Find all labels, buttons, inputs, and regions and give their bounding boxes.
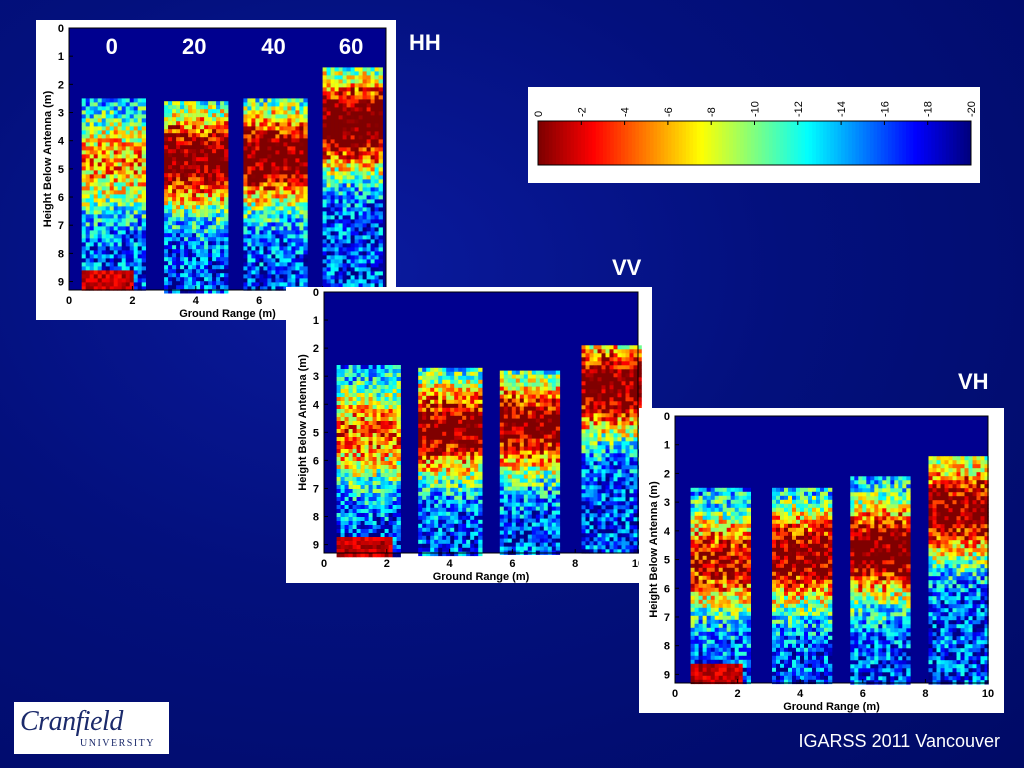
y-tick-label: 5 — [664, 555, 670, 567]
x-tick-label: 4 — [797, 688, 804, 700]
y-axis-label: Height Below Antenna (m) — [297, 354, 309, 491]
column-label-3: 60 — [339, 34, 363, 59]
x-axis-label: Ground Range (m) — [179, 308, 276, 320]
logo-subtitle: UNIVERSITY — [80, 738, 155, 749]
y-tick-label: 8 — [313, 512, 319, 524]
vv-panel: 0 1 2 3 4 5 6 7 8 9 0 2 4 6 8 10 Ground Range (m) Height … — [286, 287, 652, 583]
y-tick-label: 1 — [58, 51, 64, 63]
y-tick-label: 0 — [664, 411, 670, 423]
x-tick-label: 4 — [447, 558, 454, 570]
hh-panel: 020406001234567890246810Ground Range (m)… — [36, 20, 396, 320]
y-tick-label: 6 — [58, 192, 64, 204]
x-tick-label: 0 — [321, 558, 327, 570]
y-tick-label: 3 — [58, 108, 64, 120]
x-tick-label: 2 — [735, 688, 741, 700]
x-tick-label: 2 — [384, 558, 390, 570]
x-tick-label: 6 — [860, 688, 866, 700]
tomogram-column-1 — [164, 101, 229, 294]
y-tick-label: 3 — [664, 497, 670, 509]
x-tick-label: 0 — [66, 295, 72, 307]
x-axis-label: Ground Range (m) — [433, 571, 530, 583]
colorbar-tick-label: -2 — [576, 107, 588, 117]
tomogram-column-0 — [81, 98, 146, 291]
tomogram-column-3 — [928, 456, 989, 685]
y-tick-label: 5 — [58, 164, 64, 176]
tomogram-column-3 — [581, 345, 642, 554]
y-tick-label: 9 — [58, 277, 64, 289]
colorbar-tick-label: -20 — [966, 101, 978, 117]
x-tick-label: 0 — [672, 688, 678, 700]
colorbar-tick-label: -4 — [620, 107, 632, 117]
y-tick-label: 3 — [313, 371, 319, 383]
x-tick-label: 6 — [256, 295, 262, 307]
colorbar-gradient — [538, 121, 972, 165]
vh-label: VH — [958, 369, 989, 394]
x-tick-label: 10 — [982, 688, 994, 700]
tomogram-column-0 — [336, 365, 401, 558]
plot-border — [68, 27, 387, 291]
tomogram-column-2 — [499, 370, 561, 555]
footer-conference: IGARSS 2011 Vancouver — [798, 731, 1000, 751]
colorbar-tick-label: -6 — [663, 107, 675, 117]
cranfield-logo: Cranfield UNIVERSITY — [14, 702, 169, 754]
y-tick-label: 7 — [664, 612, 670, 624]
colorbar-panel: 0 -2 -4 -6 -8 -10 -12 -14 -16 -18 -20 — [528, 87, 980, 183]
y-tick-label: 6 — [313, 455, 319, 467]
colorbar-tick-label: 0 — [533, 111, 545, 117]
plot-border — [323, 291, 639, 554]
colorbar-tick-label: -10 — [750, 101, 762, 117]
y-tick-label: 5 — [313, 427, 319, 439]
colorbar-tick-label: -16 — [879, 101, 891, 117]
colorbar-tick-label: -18 — [923, 101, 935, 117]
y-tick-label: 6 — [664, 583, 670, 595]
plot-border — [674, 415, 989, 684]
colorbar-tick-label: -12 — [793, 101, 805, 117]
tomogram-column-2 — [243, 98, 308, 291]
y-tick-label: 9 — [664, 669, 670, 681]
hh-label: HH — [409, 30, 441, 55]
y-axis-label: Height Below Antenna (m) — [42, 90, 54, 227]
y-tick-label: 9 — [313, 540, 319, 552]
y-tick-label: 7 — [58, 220, 64, 232]
y-tick-label: 4 — [664, 526, 671, 538]
y-tick-label: 4 — [313, 399, 320, 411]
y-tick-label: 2 — [313, 343, 319, 355]
hh-tomogram: 020406001234567890246810Ground Range (m)… — [42, 23, 392, 320]
x-tick-label: 4 — [193, 295, 200, 307]
y-axis-label: Height Below Antenna (m) — [648, 481, 660, 618]
y-tick-label: 1 — [664, 440, 670, 452]
column-label-1: 20 — [182, 34, 206, 59]
vv-label: VV — [612, 255, 642, 280]
x-tick-label: 6 — [509, 558, 515, 570]
tomogram-column-1 — [418, 367, 483, 557]
y-tick-label: 4 — [58, 136, 65, 148]
y-tick-label: 2 — [58, 79, 64, 91]
y-tick-label: 1 — [313, 315, 319, 327]
tomogram-column-3 — [322, 67, 383, 292]
column-label-2: 40 — [261, 34, 285, 59]
y-tick-label: 2 — [664, 468, 670, 480]
column-label-0: 0 — [106, 34, 118, 59]
logo-wordmark: Cranfield — [20, 706, 123, 737]
colorbar-tick-label: -8 — [706, 107, 718, 117]
x-tick-label: 8 — [922, 688, 928, 700]
tomogram-column-2 — [850, 476, 911, 685]
y-tick-label: 0 — [58, 23, 64, 35]
x-tick-label: 2 — [129, 295, 135, 307]
tomogram-column-1 — [772, 487, 833, 685]
tomogram-column-0 — [690, 487, 751, 685]
vh-panel: 0 1 2 3 4 5 6 7 8 9 0 2 4 6 8 10 Ground Range (m) Height … — [639, 408, 1004, 713]
colorbar-tick-label: -14 — [836, 101, 848, 117]
y-tick-label: 8 — [664, 641, 670, 653]
y-tick-label: 7 — [313, 483, 319, 495]
colorbar: 0 -2 -4 -6 -8 -10 -12 -14 -16 -18 -20 — [533, 101, 978, 166]
x-tick-label: 8 — [572, 558, 578, 570]
y-tick-label: 8 — [58, 248, 64, 260]
x-axis-label: Ground Range (m) — [783, 701, 880, 713]
y-tick-label: 0 — [313, 287, 319, 299]
